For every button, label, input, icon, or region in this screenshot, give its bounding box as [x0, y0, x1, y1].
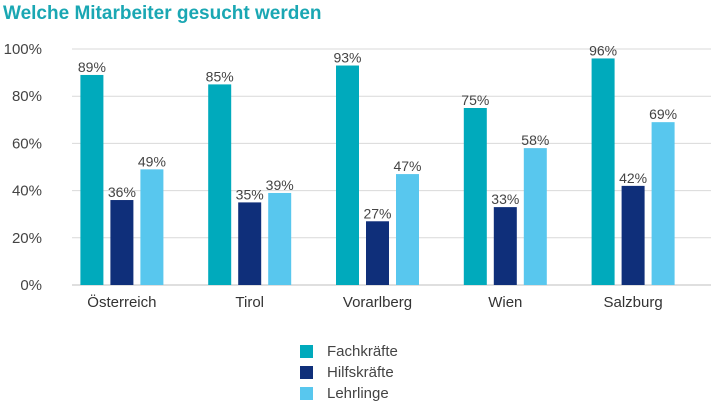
legend-item-hilfskraefte: Hilfskräfte: [300, 362, 398, 383]
bar-hilfskraefte-tirol: [238, 202, 262, 285]
bar-fachkraefte-salzburg: [591, 58, 615, 285]
bar-chart: 0% 20% 40% 60% 80% 100% 89% 36%49% Österreich 85%…: [4, 41, 711, 311]
bar-hilfskraefte-wien: [493, 207, 517, 285]
data-label: 36%: [108, 184, 136, 200]
x-tick-label: Vorarlberg: [343, 294, 412, 311]
data-label: 85%: [206, 68, 234, 84]
y-tick-label: 60%: [12, 135, 42, 152]
legend-swatch-hilfskraefte: [300, 366, 313, 379]
data-label: 49%: [138, 153, 166, 169]
data-label: 96%: [589, 42, 617, 58]
legend-item-fachkraefte: Fachkräfte: [300, 341, 398, 362]
x-tick-label: Tirol: [235, 294, 264, 311]
bar-fachkraefte-vorarlberg: [336, 65, 359, 286]
y-tick-label: 100%: [4, 41, 42, 58]
x-tick-label: Österreich: [87, 293, 156, 311]
bar-fachkraefte-oesterreich: [80, 74, 104, 286]
bar-lehrlinge-vorarlberg: [396, 174, 419, 285]
chart-title: Welche Mitarbeiter gesucht werden: [3, 3, 322, 24]
data-label: 39%: [266, 177, 294, 193]
data-label: 47%: [393, 158, 421, 174]
legend-label-fachkraefte: Fachkräfte: [327, 343, 398, 360]
legend-item-lehrlinge: Lehrlinge: [300, 383, 398, 404]
x-tick-label: Salzburg: [603, 294, 662, 311]
legend: Fachkräfte Hilfskräfte Lehrlinge: [300, 341, 398, 404]
bar-lehrlinge-salzburg: [651, 122, 675, 285]
bar-hilfskraefte-oesterreich: [110, 200, 134, 285]
legend-swatch-fachkraefte: [300, 345, 313, 358]
bar-hilfskraefte-vorarlberg: [366, 221, 389, 285]
data-label: 93%: [333, 50, 361, 66]
data-label: 42%: [619, 170, 647, 186]
bar-fachkraefte-wien: [463, 108, 487, 285]
data-label: 58%: [521, 132, 549, 148]
data-label: 75%: [461, 92, 489, 108]
bar-lehrlinge-wien: [523, 148, 547, 285]
data-label: 33%: [491, 191, 519, 207]
y-tick-label: 80%: [12, 88, 42, 105]
y-tick-label: 20%: [12, 230, 42, 247]
data-label: 35%: [236, 186, 264, 202]
legend-label-hilfskraefte: Hilfskräfte: [327, 364, 394, 381]
y-tick-label: 0%: [20, 277, 42, 294]
y-tick-label: 40%: [12, 183, 42, 200]
legend-label-lehrlinge: Lehrlinge: [327, 385, 389, 402]
bar-lehrlinge-oesterreich: [140, 169, 164, 285]
bar-lehrlinge-tirol: [268, 192, 292, 285]
data-label: 69%: [649, 106, 677, 122]
data-label: 89%: [78, 59, 106, 75]
legend-swatch-lehrlinge: [300, 387, 313, 400]
data-label: 27%: [363, 205, 391, 221]
bar-hilfskraefte-salzburg: [621, 185, 645, 285]
bar-fachkraefte-tirol: [208, 84, 232, 286]
x-tick-label: Wien: [488, 294, 522, 311]
